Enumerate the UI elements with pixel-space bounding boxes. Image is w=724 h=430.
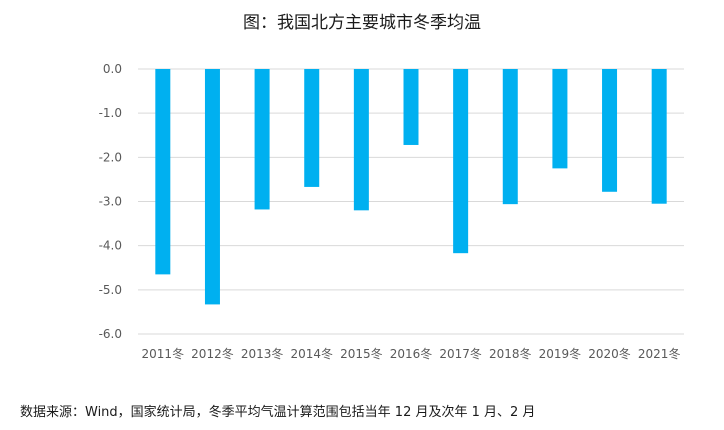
y-tick-label: -2.0 (99, 150, 122, 164)
bar (254, 69, 270, 210)
bar (204, 69, 220, 305)
bar (304, 69, 320, 187)
y-tick-label: -3.0 (99, 195, 122, 209)
bar (403, 69, 419, 145)
x-tick-label: 2017冬 (439, 346, 482, 361)
x-tick-label: 2020冬 (588, 346, 631, 361)
x-axis-tick-labels: 2011冬 2012冬 2013冬 2014冬 2015冬 2016冬 2017冬 2018冬… (142, 346, 681, 361)
y-tick-label: -5.0 (99, 283, 122, 297)
bar (353, 69, 369, 211)
y-tick-label: -6.0 (99, 327, 122, 341)
x-tick-label: 2018冬 (489, 346, 532, 361)
x-tick-label: 2012冬 (191, 346, 234, 361)
x-tick-label: 2016冬 (390, 346, 433, 361)
x-tick-label: 2019冬 (539, 346, 582, 361)
x-tick-label: 2011冬 (142, 346, 185, 361)
bar (602, 69, 618, 192)
bar (552, 69, 568, 169)
y-tick-label: 0.0 (103, 62, 122, 76)
y-tick-label: -4.0 (99, 239, 122, 253)
chart-title: 图：我国北方主要城市冬季均温 (243, 13, 481, 33)
bar (155, 69, 171, 275)
x-tick-label: 2014冬 (290, 346, 333, 361)
bar (453, 69, 469, 254)
x-tick-label: 2013冬 (241, 346, 284, 361)
bars (155, 69, 667, 305)
source-note: 数据来源：Wind，国家统计局，冬季平均气温计算范围包括当年 12 月及次年 1… (20, 405, 536, 420)
y-axis-tick-labels: 0.0 -1.0 -2.0 -3.0 -4.0 -5.0 -6.0 (99, 62, 122, 341)
bar (651, 69, 667, 204)
x-tick-label: 2015冬 (340, 346, 383, 361)
y-tick-label: -1.0 (99, 106, 122, 120)
bar (502, 69, 518, 205)
x-tick-label: 2021冬 (638, 346, 681, 361)
